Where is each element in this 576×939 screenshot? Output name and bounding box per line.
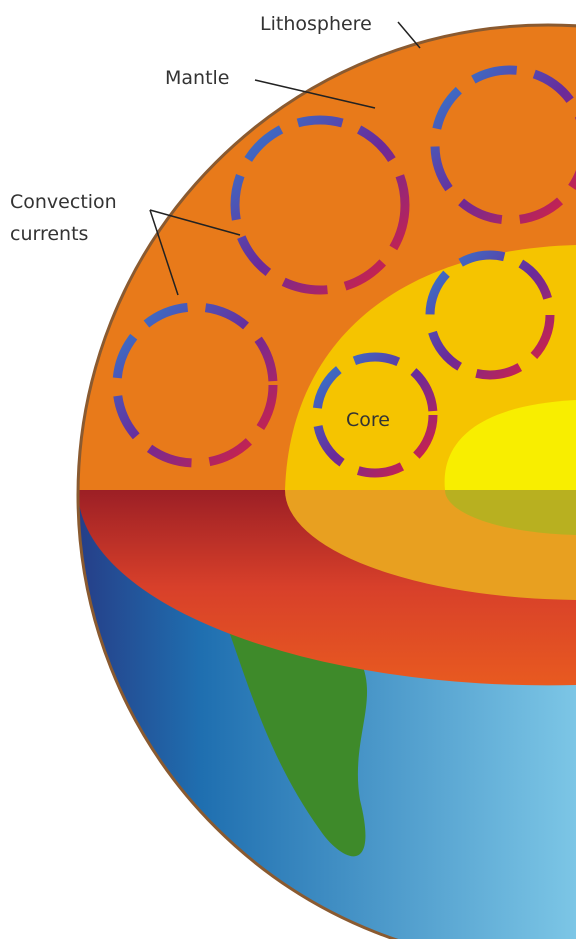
leader-lines <box>149 21 421 296</box>
lithosphere-edge <box>76 23 576 939</box>
label: Lithosphere <box>260 13 372 35</box>
continent <box>225 620 368 857</box>
inner-core-cut <box>444 490 576 535</box>
inner-core <box>444 400 576 490</box>
label: Core <box>346 409 390 431</box>
label: Convection <box>10 191 117 213</box>
convection-arrows <box>112 65 576 478</box>
label: Mantle <box>165 67 230 89</box>
label: currents <box>10 223 88 245</box>
